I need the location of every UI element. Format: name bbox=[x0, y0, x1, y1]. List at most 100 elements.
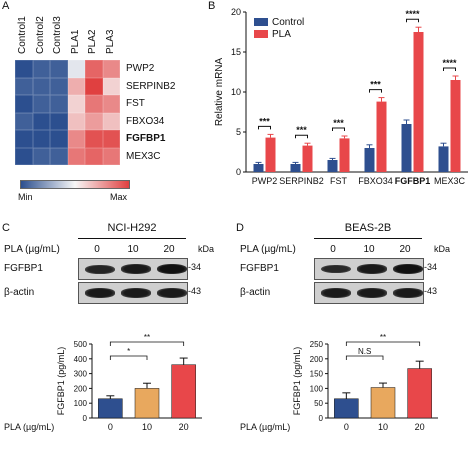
kda-marker: -43 bbox=[188, 286, 202, 296]
heatmap-cell bbox=[32, 147, 50, 165]
heatmap-cell bbox=[50, 147, 68, 165]
blot-band bbox=[157, 264, 187, 274]
significance-bracket bbox=[406, 18, 419, 23]
heatmap-cell bbox=[50, 130, 68, 148]
cell-line-underline bbox=[314, 238, 422, 239]
significance-label: *** bbox=[296, 125, 307, 135]
heatmap-color-scale bbox=[20, 180, 130, 189]
bar-pla bbox=[376, 101, 387, 172]
heatmap-cell bbox=[85, 95, 103, 113]
heatmap-column-label: Control1 bbox=[17, 16, 28, 54]
blot-band bbox=[393, 264, 423, 274]
heatmap-cell bbox=[50, 77, 68, 95]
legend-swatch-pla bbox=[254, 30, 268, 38]
x-tick-label: 20 bbox=[179, 422, 189, 432]
heatmap-cell bbox=[85, 147, 103, 165]
significance-bracket bbox=[369, 89, 382, 93]
bar-pla bbox=[339, 138, 350, 172]
significance-label: *** bbox=[259, 116, 270, 126]
heatmap-legend-max: Max bbox=[110, 192, 128, 202]
heatmap-cell bbox=[85, 112, 103, 130]
x-tick-label: 10 bbox=[378, 422, 388, 432]
heatmap-cell bbox=[102, 95, 120, 113]
panel-label-c: C bbox=[2, 222, 10, 234]
bar bbox=[134, 388, 160, 419]
blot-strip bbox=[314, 258, 424, 280]
significance-label: **** bbox=[405, 9, 420, 19]
heatmap-cell bbox=[67, 112, 85, 130]
bar bbox=[334, 398, 359, 419]
bar-pla bbox=[302, 145, 313, 172]
significance-label: ** bbox=[380, 333, 386, 342]
heatmap-cell bbox=[32, 112, 50, 130]
x-tick-label: 0 bbox=[344, 422, 349, 432]
heatmap-column-label: Control3 bbox=[52, 16, 63, 54]
legend-label: Control bbox=[272, 17, 304, 28]
panel-label-a: A bbox=[2, 0, 10, 12]
x-tick-label: PWP2 bbox=[252, 176, 278, 186]
x-tick-label: FBXO34 bbox=[358, 176, 393, 186]
x-tick-label: SERPINB2 bbox=[279, 176, 324, 186]
heatmap-legend-min: Min bbox=[18, 192, 33, 202]
heatmap-cell bbox=[50, 95, 68, 113]
blot-protein-label: β-actin bbox=[240, 287, 271, 298]
bar-control bbox=[364, 148, 375, 172]
y-tick-label: 15 bbox=[231, 47, 241, 57]
heatmap-cell bbox=[67, 95, 85, 113]
heatmap-column-label: Control2 bbox=[34, 16, 46, 54]
bar-pla bbox=[450, 80, 461, 172]
bar-pla bbox=[413, 32, 424, 172]
y-tick-label: 20 bbox=[231, 7, 241, 17]
significance-label: * bbox=[127, 347, 130, 356]
y-tick-label: 500 bbox=[74, 340, 88, 349]
blot-protein-label: β-actin bbox=[4, 287, 35, 298]
blot-band bbox=[357, 264, 387, 274]
kda-unit-label: kDa bbox=[198, 244, 215, 254]
y-tick-label: 200 bbox=[74, 384, 88, 393]
dose-label: 20 bbox=[163, 244, 175, 255]
heatmap-cell bbox=[32, 95, 50, 113]
heatmap-row-label: FST bbox=[126, 98, 145, 109]
heatmap-cell bbox=[67, 77, 85, 95]
kda-marker: -43 bbox=[424, 286, 438, 296]
western-blot-nci-h292: NCI-H292 PLA (µg/mL) 0 10 20 kDa FGFBP1 -34 β-ac… bbox=[0, 222, 230, 322]
bar-control bbox=[401, 124, 412, 172]
heatmap-cell bbox=[102, 77, 120, 95]
x-tick-label: FGFBP1 bbox=[395, 176, 431, 186]
kda-marker: -34 bbox=[424, 262, 438, 272]
cell-line-label: NCI-H292 bbox=[107, 222, 157, 234]
blot-band bbox=[121, 264, 151, 274]
bar-control bbox=[438, 146, 449, 172]
x-tick-label: MEX3C bbox=[434, 176, 466, 186]
significance-label: N.S bbox=[358, 347, 371, 356]
heatmap-row-label: FBXO34 bbox=[126, 115, 165, 127]
bar-pla bbox=[265, 137, 276, 172]
dose-label: 0 bbox=[94, 244, 100, 255]
heatmap-column-label: PLA2 bbox=[87, 29, 98, 54]
heatmap-cell bbox=[15, 130, 33, 148]
heatmap-cell bbox=[85, 77, 103, 95]
heatmap-cell bbox=[102, 130, 120, 148]
bar-control bbox=[327, 160, 338, 172]
heatmap-cell bbox=[32, 77, 50, 95]
relative-mrna-chart: 0 5 10 15 20 Relative mRNA PWP2 *** SERPINB2 *** F… bbox=[214, 7, 468, 186]
y-tick-label: 0 bbox=[83, 414, 88, 423]
blot-strip bbox=[314, 282, 424, 304]
blot-band bbox=[321, 288, 351, 298]
heatmap-cell bbox=[15, 77, 33, 95]
heatmap-cell bbox=[15, 147, 33, 165]
significance-label: *** bbox=[333, 118, 344, 128]
significance-bracket bbox=[295, 134, 308, 139]
x-tick-label: FST bbox=[330, 176, 348, 186]
heatmap-column-label: PLA3 bbox=[104, 29, 116, 54]
y-axis-label: FGFBP1 (pg/mL) bbox=[56, 347, 66, 416]
blot-band bbox=[321, 264, 351, 274]
y-tick-label: 50 bbox=[314, 399, 323, 408]
dose-label: 0 bbox=[330, 244, 336, 255]
y-tick-label: 10 bbox=[231, 87, 241, 97]
significance-label: ** bbox=[144, 333, 150, 342]
significance-label: **** bbox=[442, 58, 457, 68]
heatmap-panel: Control1 Control2 Control3 PLA1 PLA2 PLA3 PWP2… bbox=[0, 0, 200, 210]
bar bbox=[407, 368, 432, 419]
x-tick-label: 10 bbox=[142, 422, 152, 432]
